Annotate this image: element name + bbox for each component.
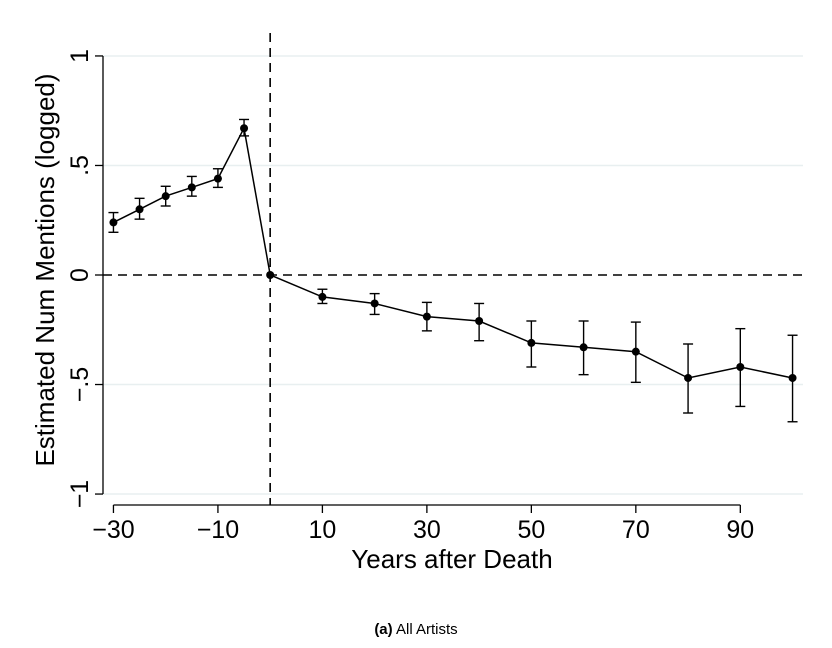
data-point	[579, 343, 588, 352]
data-point	[736, 363, 745, 371]
y-tick-label: −1	[66, 480, 94, 509]
figure-caption: (a) All Artists	[0, 621, 832, 638]
reference-lines	[103, 33, 803, 505]
data-point	[266, 271, 275, 279]
data-point	[161, 192, 170, 201]
y-tick-label: 1	[66, 49, 94, 63]
y-tick-label: .5	[66, 155, 94, 176]
data-point	[631, 347, 640, 356]
x-tick-label: 50	[517, 516, 545, 544]
axis-labels: Years after Death Estimated Num Mentions…	[30, 73, 553, 574]
x-tick-label: 10	[308, 516, 336, 544]
data-point	[422, 312, 431, 321]
data-point	[684, 373, 693, 382]
data-point	[187, 183, 196, 192]
caption-tag: (a)	[374, 621, 393, 638]
axes: 1 .5 0 −.5 −1 −30 −10 10 30 50 70 90	[66, 49, 754, 544]
y-tick-label: 0	[66, 268, 94, 282]
data-point	[475, 317, 484, 325]
x-tick-label: −30	[92, 516, 134, 544]
x-tick-label: 70	[622, 516, 650, 544]
data-point	[109, 218, 118, 227]
data-point	[135, 205, 144, 214]
x-tick-label: −10	[197, 516, 239, 544]
x-tick-label: 90	[726, 516, 754, 544]
y-tick-label: −.5	[66, 367, 94, 402]
series	[108, 118, 798, 423]
data-point	[240, 124, 249, 133]
y-axis-title: Estimated Num Mentions (logged)	[30, 73, 60, 466]
data-point	[527, 338, 536, 347]
x-tick-label: 30	[413, 516, 441, 544]
data-point	[318, 292, 327, 301]
data-point	[213, 174, 222, 183]
data-point	[788, 373, 797, 382]
gridlines	[103, 55, 803, 495]
data-point	[370, 299, 379, 308]
x-axis-title: Years after Death	[351, 544, 552, 574]
caption-text: All Artists	[396, 621, 458, 638]
